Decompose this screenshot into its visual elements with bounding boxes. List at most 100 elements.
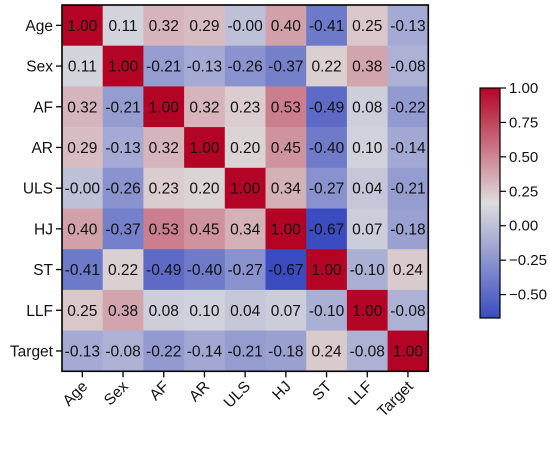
cell-value-label: -0.13 [105, 140, 140, 157]
heatmap-cell [62, 5, 104, 47]
cell-value-label: 0.25 [352, 18, 382, 35]
cell-value-label: -0.22 [390, 99, 425, 116]
heatmap-cell [265, 330, 307, 372]
cell-value-label: 0.04 [352, 181, 383, 198]
cell-value-label: -0.26 [105, 181, 140, 198]
cell-value-label: 1.00 [311, 262, 342, 279]
heatmap-cell [102, 208, 144, 250]
heatmap-cell [224, 45, 267, 87]
heatmap-cell [387, 127, 429, 169]
heatmap-cell [306, 167, 348, 210]
cell-value-label: -0.18 [268, 343, 303, 360]
row-tick-label: Age [25, 18, 53, 35]
heatmap-cell [224, 289, 267, 332]
heatmap-cell [306, 5, 348, 47]
cell-value-label: 0.53 [149, 221, 179, 238]
cell-value-label: 0.08 [149, 303, 179, 320]
cell-value-label: 0.45 [189, 221, 219, 238]
heatmap-cell [224, 127, 267, 169]
cell-value-label: 0.11 [109, 18, 138, 35]
row-tick-label: AR [31, 140, 53, 157]
heatmap-cell [306, 127, 348, 169]
heatmap-cell [102, 45, 144, 87]
column-tick-label: Target [374, 378, 417, 421]
heatmap-cell [346, 45, 389, 87]
cell-value-label: 1.00 [230, 181, 261, 198]
cell-value-label: 1.00 [67, 18, 98, 35]
heatmap-cell [184, 289, 226, 332]
cell-value-label: -0.67 [309, 221, 344, 238]
heatmap-cell [143, 330, 185, 372]
heatmap-cell [224, 330, 267, 372]
cell-value-label: -0.08 [390, 59, 425, 76]
cell-value-label: 0.04 [230, 303, 261, 320]
cell-value-label: -0.14 [187, 343, 223, 360]
cell-value-label: 1.00 [108, 59, 139, 76]
heatmap-cell [143, 289, 185, 332]
cell-value-label: -0.18 [390, 221, 425, 238]
cell-value-label: -0.49 [309, 99, 344, 116]
cell-value-label: -0.21 [105, 99, 140, 116]
heatmap-cell [184, 249, 226, 291]
heatmap-cells [62, 5, 429, 372]
heatmap-cell [62, 249, 104, 291]
cell-value-label: -0.40 [309, 140, 345, 157]
heatmap-cell [306, 289, 348, 332]
heatmap-cell [62, 208, 104, 250]
cell-value-label: -0.14 [390, 140, 426, 157]
cell-value-label: 0.40 [67, 221, 98, 238]
heatmap-cell [143, 86, 185, 128]
row-tick-label: Target [10, 343, 54, 360]
heatmap-cell [62, 167, 104, 210]
cell-value-label: 0.24 [311, 343, 342, 360]
cell-value-label: 0.29 [67, 140, 97, 157]
heatmap-cell [346, 249, 389, 291]
colorbar: 1.00 0.75 0.50 0.25 0.00 −0.25 −0.50 [479, 80, 547, 319]
cell-value-label: -0.41 [309, 18, 344, 35]
heatmap-cell [62, 45, 104, 87]
row-tick-label: ST [33, 262, 53, 279]
heatmap-cell [143, 127, 185, 169]
heatmap-cell [184, 86, 226, 128]
heatmap-cell [387, 167, 429, 210]
cell-value-label: -0.10 [309, 303, 345, 320]
cell-value-label: -0.08 [350, 343, 385, 360]
cell-value-label: -0.08 [390, 303, 425, 320]
heatmap-cell [265, 167, 307, 210]
cell-value-label: 0.29 [189, 18, 219, 35]
cell-value-label: 1.00 [352, 303, 383, 320]
heatmap-cell [265, 289, 307, 332]
cell-value-label: -0.67 [268, 262, 303, 279]
column-tick-label: ULS [221, 378, 254, 411]
cell-value-label: -0.22 [146, 343, 181, 360]
cell-value-label: -0.40 [187, 262, 223, 279]
cell-value-label: -0.41 [65, 262, 100, 279]
cell-value-label: -0.37 [105, 221, 140, 238]
heatmap-cell [306, 249, 348, 291]
cell-value-label: 0.40 [271, 18, 302, 35]
heatmap-cell [346, 86, 389, 128]
heatmap-cell [184, 330, 226, 372]
cell-value-label: -0.37 [268, 59, 303, 76]
heatmap-cell [346, 330, 389, 372]
row-tick-label: Sex [26, 59, 53, 76]
heatmap-cell [224, 249, 267, 291]
cell-value-label: -0.26 [227, 59, 262, 76]
cell-value-label: -0.49 [146, 262, 181, 279]
heatmap-cell [306, 208, 348, 250]
heatmap-cell [62, 86, 104, 128]
row-tick-label: ULS [23, 181, 53, 198]
heatmap-cell [346, 289, 389, 332]
heatmap-cell [387, 86, 429, 128]
cell-value-label: 0.32 [189, 99, 219, 116]
cell-value-label: 0.07 [352, 221, 382, 238]
heatmap-cell [387, 208, 429, 250]
cell-value-label: 0.38 [352, 59, 382, 76]
heatmap-cell [346, 127, 389, 169]
heatmap-cell [265, 208, 307, 250]
row-tick-label: AF [33, 99, 53, 116]
colorbar-tick-label: 0.25 [509, 183, 538, 200]
cell-value-label: 1.00 [393, 343, 424, 360]
